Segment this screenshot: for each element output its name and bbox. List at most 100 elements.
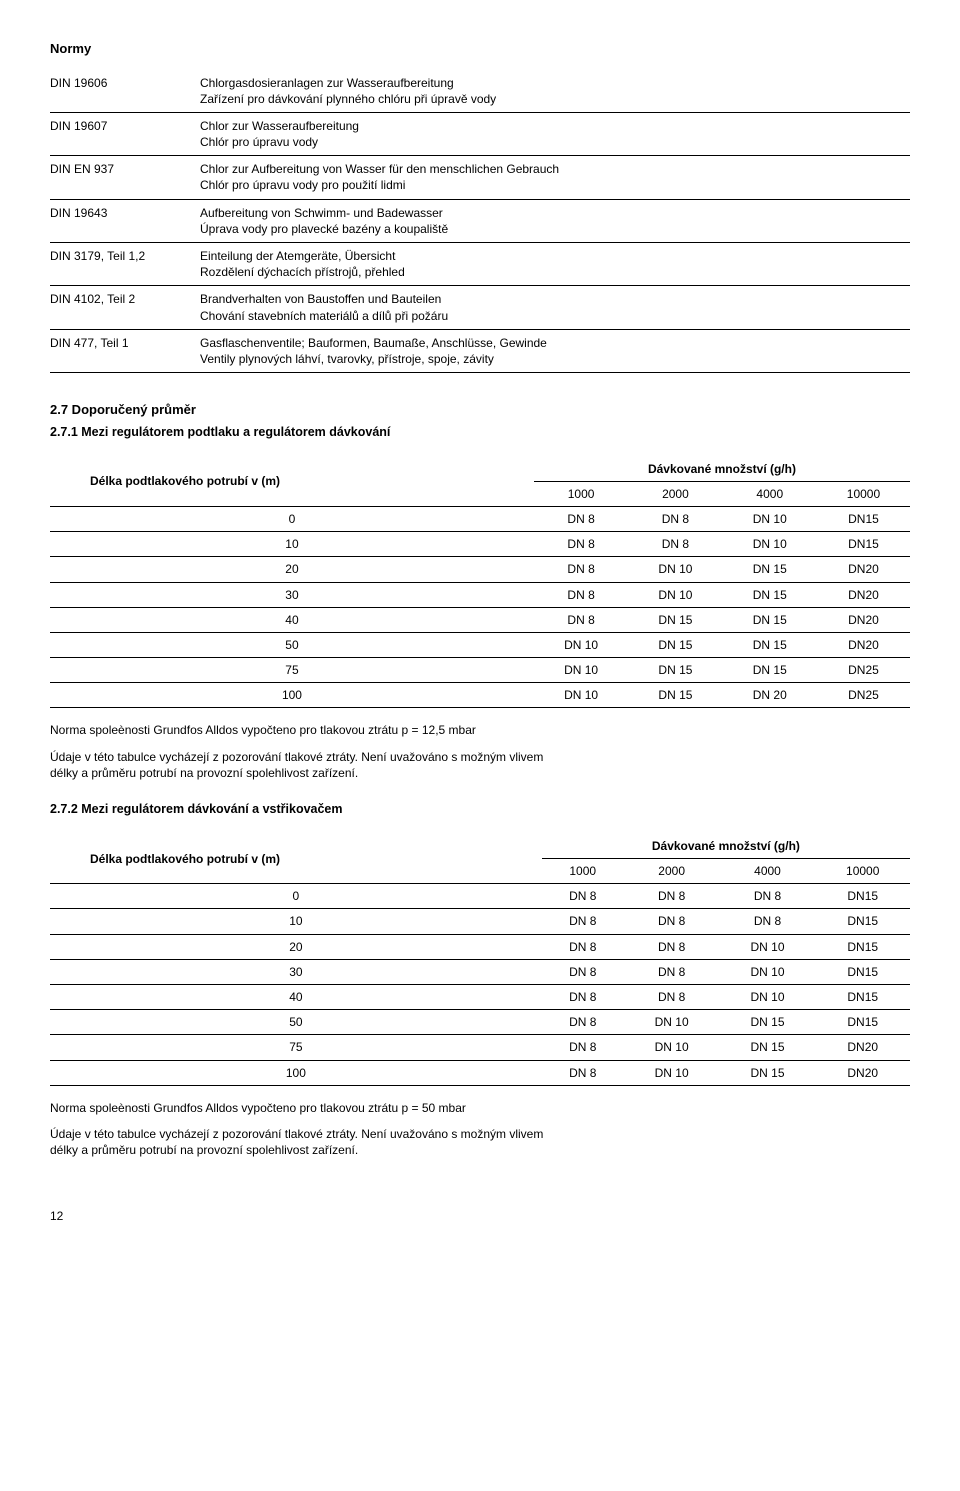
row-value: DN 10	[720, 985, 816, 1010]
row-value: DN 15	[720, 1060, 816, 1085]
row-value: DN15	[817, 532, 910, 557]
norm-desc: Brandverhalten von Baustoffen und Bautei…	[200, 286, 910, 329]
table-row: 10DN 8DN 8DN 8DN15	[50, 909, 910, 934]
row-length: 40	[50, 985, 542, 1010]
row-value: DN 8	[534, 532, 628, 557]
norms-table: DIN 19606Chlorgasdosieranlagen zur Wasse…	[50, 70, 910, 374]
row-value: DN 10	[628, 582, 722, 607]
row-value: DN 15	[628, 607, 722, 632]
row-value: DN 8	[624, 934, 720, 959]
row-value: DN 15	[628, 632, 722, 657]
row-value: DN20	[817, 582, 910, 607]
col-header-value: 4000	[720, 859, 816, 884]
norm-code: DIN 19606	[50, 70, 200, 113]
row-value: DN 15	[720, 1035, 816, 1060]
row-length: 100	[50, 1060, 542, 1085]
norm-row: DIN 477, Teil 1Gasflaschenventile; Baufo…	[50, 329, 910, 372]
row-length: 20	[50, 557, 534, 582]
row-value: DN 8	[624, 959, 720, 984]
norm-code: DIN 477, Teil 1	[50, 329, 200, 372]
page-title: Normy	[50, 40, 910, 58]
norm-desc: Einteilung der Atemgeräte, ÜbersichtRozd…	[200, 243, 910, 286]
table-row: 40DN 8DN 8DN 10DN15	[50, 985, 910, 1010]
row-value: DN 10	[723, 532, 817, 557]
row-value: DN15	[815, 909, 910, 934]
row-value: DN 10	[624, 1010, 720, 1035]
col-header-amount: Dávkované množství (g/h)	[534, 457, 910, 482]
row-value: DN 10	[624, 1060, 720, 1085]
table-row: 50DN 8DN 10DN 15DN15	[50, 1010, 910, 1035]
row-length: 10	[50, 909, 542, 934]
row-value: DN 15	[628, 683, 722, 708]
col-header-value: 2000	[628, 481, 722, 506]
note-2b: Údaje v této tabulce vycházejí z pozorov…	[50, 1126, 570, 1158]
row-value: DN 8	[542, 1010, 624, 1035]
table-row: 75DN 8DN 10DN 15DN20	[50, 1035, 910, 1060]
norm-desc: Chlor zur WasseraufbereitungChlór pro úp…	[200, 112, 910, 155]
row-value: DN 8	[542, 884, 624, 909]
norm-row: DIN 4102, Teil 2Brandverhalten von Baust…	[50, 286, 910, 329]
row-value: DN 8	[624, 909, 720, 934]
col-header-value: 1000	[534, 481, 628, 506]
note-1a: Norma spoleènosti Grundfos Alldos vypočt…	[50, 722, 570, 738]
row-value: DN25	[817, 658, 910, 683]
table-row: 20DN 8DN 10DN 15DN20	[50, 557, 910, 582]
row-value: DN15	[817, 506, 910, 531]
row-value: DN15	[815, 959, 910, 984]
table-row: 30DN 8DN 8DN 10DN15	[50, 959, 910, 984]
row-length: 0	[50, 884, 542, 909]
row-value: DN 15	[723, 557, 817, 582]
row-length: 50	[50, 632, 534, 657]
row-length: 50	[50, 1010, 542, 1035]
norm-code: DIN 4102, Teil 2	[50, 286, 200, 329]
row-value: DN20	[817, 607, 910, 632]
row-value: DN 8	[628, 532, 722, 557]
table-2-7-2: Délka podtlakového potrubí v (m)Dávkovan…	[50, 834, 910, 1086]
norm-code: DIN 19643	[50, 199, 200, 242]
table-row: 50DN 10DN 15DN 15DN20	[50, 632, 910, 657]
row-length: 10	[50, 532, 534, 557]
section-2-7-1: 2.7.1 Mezi regulátorem podtlaku a regulá…	[50, 424, 910, 441]
row-value: DN20	[815, 1035, 910, 1060]
row-value: DN 10	[723, 506, 817, 531]
row-value: DN 8	[542, 934, 624, 959]
row-value: DN 8	[542, 1060, 624, 1085]
norm-code: DIN 3179, Teil 1,2	[50, 243, 200, 286]
row-value: DN 20	[723, 683, 817, 708]
col-header-value: 10000	[815, 859, 910, 884]
col-header-length: Délka podtlakového potrubí v (m)	[50, 457, 534, 507]
row-value: DN15	[815, 934, 910, 959]
row-value: DN 15	[723, 632, 817, 657]
row-value: DN20	[815, 1060, 910, 1085]
table-row: 100DN 10DN 15DN 20DN25	[50, 683, 910, 708]
row-value: DN 10	[534, 683, 628, 708]
row-value: DN 8	[542, 1035, 624, 1060]
col-header-value: 4000	[723, 481, 817, 506]
row-value: DN 10	[534, 658, 628, 683]
norm-row: DIN EN 937Chlor zur Aufbereitung von Was…	[50, 156, 910, 199]
norm-row: DIN 3179, Teil 1,2Einteilung der Atemger…	[50, 243, 910, 286]
table-row: 20DN 8DN 8DN 10DN15	[50, 934, 910, 959]
row-value: DN25	[817, 683, 910, 708]
norm-desc: Chlor zur Aufbereitung von Wasser für de…	[200, 156, 910, 199]
row-value: DN 8	[534, 582, 628, 607]
table-row: 0DN 8DN 8DN 10DN15	[50, 506, 910, 531]
table-row: 10DN 8DN 8DN 10DN15	[50, 532, 910, 557]
row-value: DN 8	[720, 909, 816, 934]
table-row: 40DN 8DN 15DN 15DN20	[50, 607, 910, 632]
row-value: DN 15	[723, 607, 817, 632]
norm-desc: Gasflaschenventile; Bauformen, Baumaße, …	[200, 329, 910, 372]
row-value: DN20	[817, 557, 910, 582]
table-row: 100DN 8DN 10DN 15DN20	[50, 1060, 910, 1085]
section-2-7-2: 2.7.2 Mezi regulátorem dávkování a vstři…	[50, 801, 910, 818]
row-value: DN15	[815, 884, 910, 909]
col-header-length: Délka podtlakového potrubí v (m)	[50, 834, 542, 884]
norm-code: DIN EN 937	[50, 156, 200, 199]
row-value: DN 15	[720, 1010, 816, 1035]
row-value: DN 8	[542, 985, 624, 1010]
row-value: DN 10	[628, 557, 722, 582]
row-length: 20	[50, 934, 542, 959]
row-value: DN 8	[720, 884, 816, 909]
row-value: DN 10	[720, 934, 816, 959]
row-length: 100	[50, 683, 534, 708]
